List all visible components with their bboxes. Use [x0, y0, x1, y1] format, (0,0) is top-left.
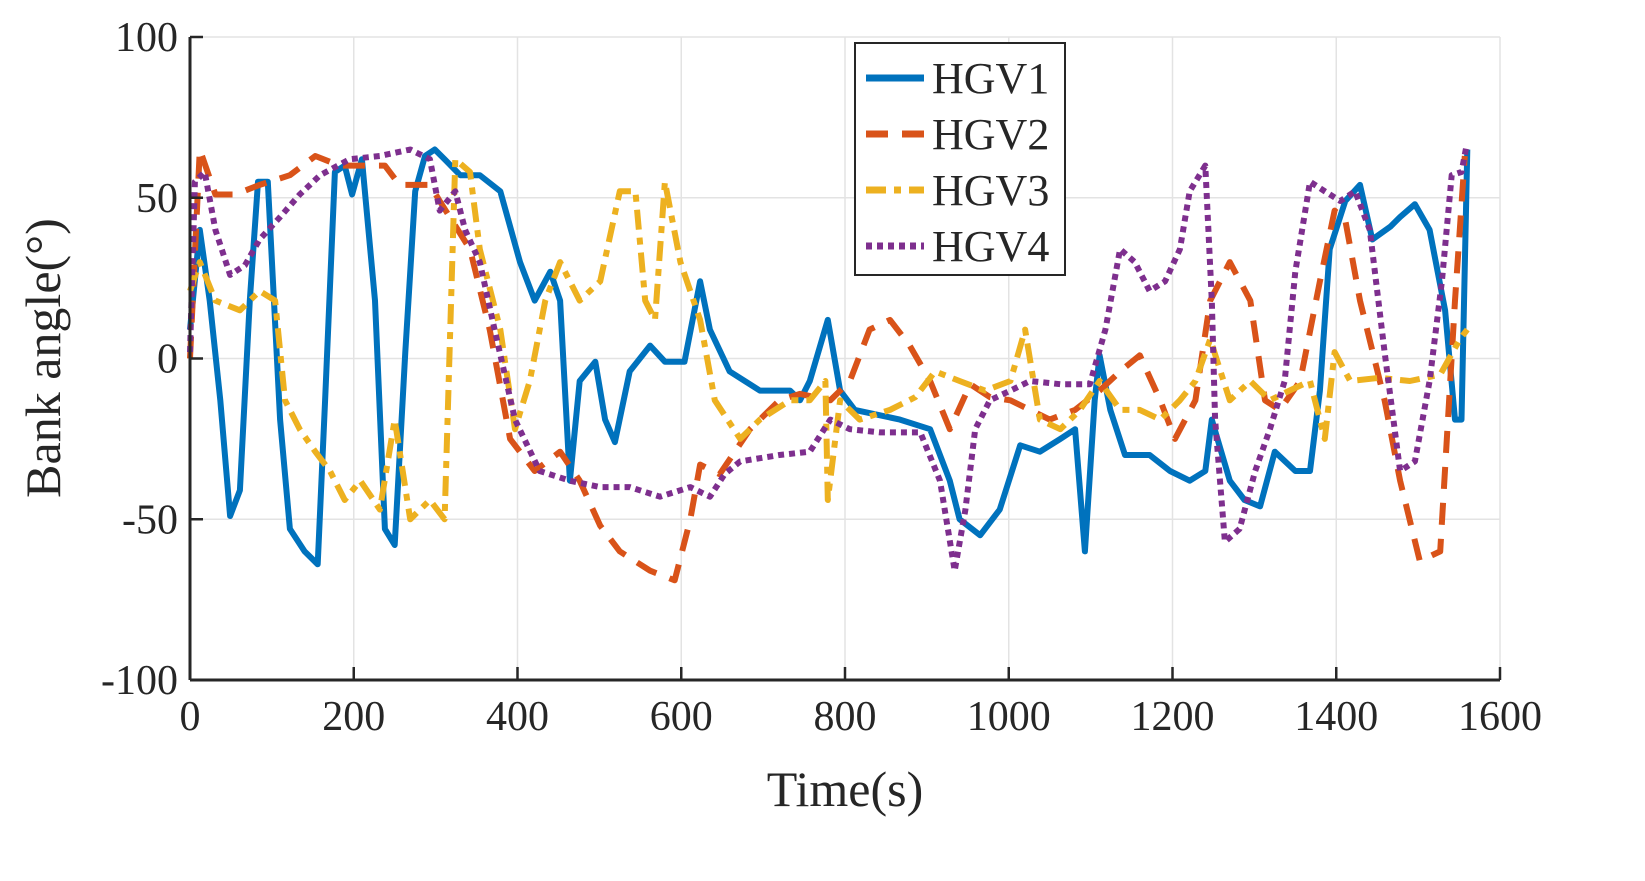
y-axis-label: Bank angle(°): [15, 218, 71, 498]
x-tick-label: 400: [486, 694, 549, 740]
y-tick-label: -50: [122, 497, 178, 543]
tick-labels: 0 200 400 600 800 1000 1200 1400 1600 -100 -50 0 50 1…: [101, 15, 1542, 740]
legend[interactable]: HGV1 HGV2 HGV3 HGV4: [854, 42, 1066, 276]
legend-label: HGV3: [932, 166, 1049, 215]
series-line-hgv3: [187, 156, 1470, 523]
x-tick-label: 600: [650, 694, 713, 740]
x-tick-label: 1000: [967, 694, 1051, 740]
axes: [188, 35, 1502, 682]
x-tick-label: 1200: [1131, 694, 1215, 740]
legend-label: HGV4: [932, 222, 1049, 271]
series-lines: [187, 145, 1471, 584]
legend-label: HGV2: [932, 110, 1049, 159]
y-tick-label: 50: [136, 176, 178, 222]
series-line-hgv2: [187, 146, 1468, 584]
x-tick-label: 1600: [1458, 694, 1542, 740]
legend-label: HGV1: [932, 54, 1049, 103]
series-line-hgv4: [187, 145, 1470, 574]
y-tick-label: 0: [157, 337, 178, 383]
y-tick-label: -100: [101, 658, 178, 704]
x-tick-label: 1400: [1294, 694, 1378, 740]
y-tick-label: 100: [115, 15, 178, 61]
x-axis-label: Time(s): [767, 761, 924, 817]
legend-box: [854, 42, 1066, 276]
x-tick-label: 0: [180, 694, 201, 740]
x-tick-label: 800: [814, 694, 877, 740]
x-tick-label: 200: [322, 694, 385, 740]
